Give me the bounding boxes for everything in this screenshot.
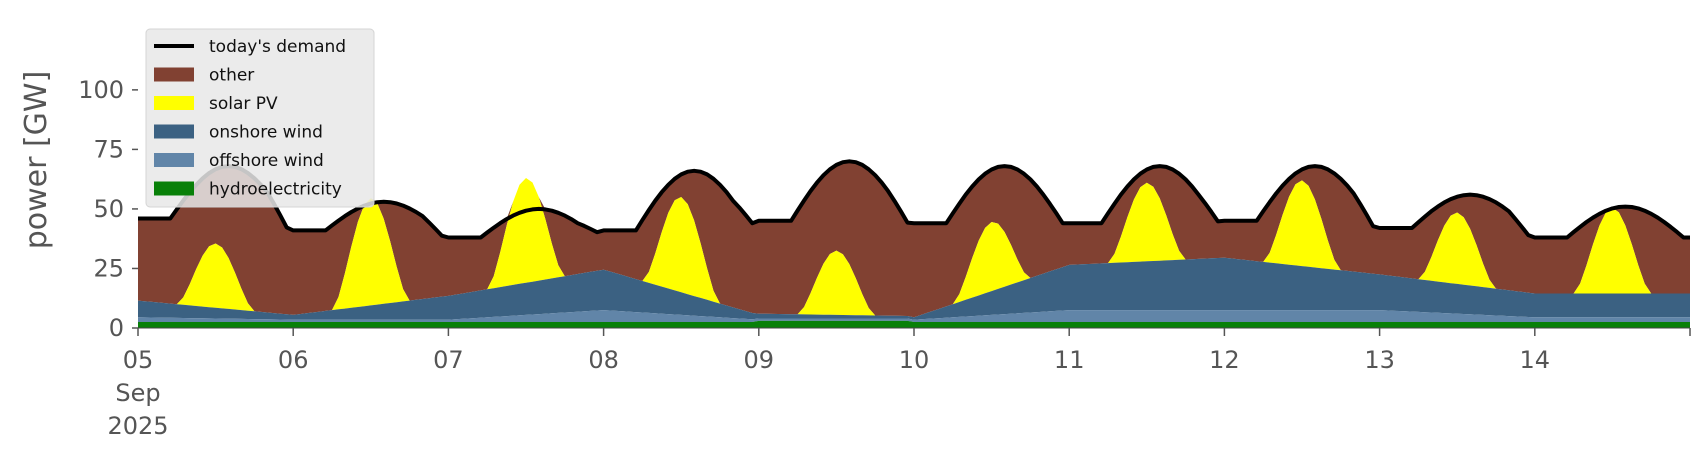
- x-tick-label: 07: [433, 346, 464, 374]
- plot-area: [138, 159, 1690, 328]
- legend-swatch: [154, 153, 194, 167]
- x-tick-sublabel: Sep: [115, 379, 160, 407]
- y-tick-label: 50: [93, 195, 124, 223]
- legend-swatch: [154, 67, 194, 82]
- legend-label: solar PV: [209, 94, 278, 114]
- x-tick-sublabel: 2025: [107, 412, 168, 440]
- x-tick-label: 13: [1364, 346, 1395, 374]
- x-tick-label: 12: [1209, 346, 1240, 374]
- x-tick-label: 09: [744, 346, 775, 374]
- legend-label: other: [209, 66, 254, 86]
- legend-label: onshore wind: [209, 123, 323, 143]
- y-tick-label: 0: [109, 314, 124, 342]
- area-other: [138, 161, 1690, 318]
- area-solar-pv: [138, 178, 1690, 318]
- area-offshore-wind: [138, 310, 1690, 322]
- area-onshore-wind: [138, 257, 1690, 320]
- y-tick-label: 25: [93, 254, 124, 282]
- x-tick-label: 05: [123, 346, 154, 374]
- y-tick-label: 75: [93, 135, 124, 163]
- demand-line: [138, 159, 1690, 240]
- legend-swatch: [154, 181, 194, 196]
- axes: 0 25 50 75 100 05 Sep 2025 06 07 08 09 10 11 12 13 14: [78, 76, 1691, 440]
- legend: today's demand other solar PV onshore wind o…: [145, 28, 375, 208]
- legend-label: today's demand: [209, 37, 346, 57]
- legend-swatch: [154, 124, 194, 139]
- legend-label: offshore wind: [209, 151, 324, 171]
- y-axis-title: power [GW]: [19, 71, 54, 250]
- x-tick-label: 14: [1520, 346, 1551, 374]
- legend-label: hydroelectricity: [209, 180, 342, 200]
- x-tick-label: 11: [1054, 346, 1085, 374]
- x-tick-label: 10: [899, 346, 930, 374]
- legend-box: [145, 28, 375, 208]
- x-tick-label: 06: [278, 346, 309, 374]
- legend-swatch: [154, 96, 194, 110]
- area-hydroelectricity: [138, 320, 1690, 328]
- y-tick-label: 100: [78, 76, 124, 104]
- x-tick-label: 08: [588, 346, 619, 374]
